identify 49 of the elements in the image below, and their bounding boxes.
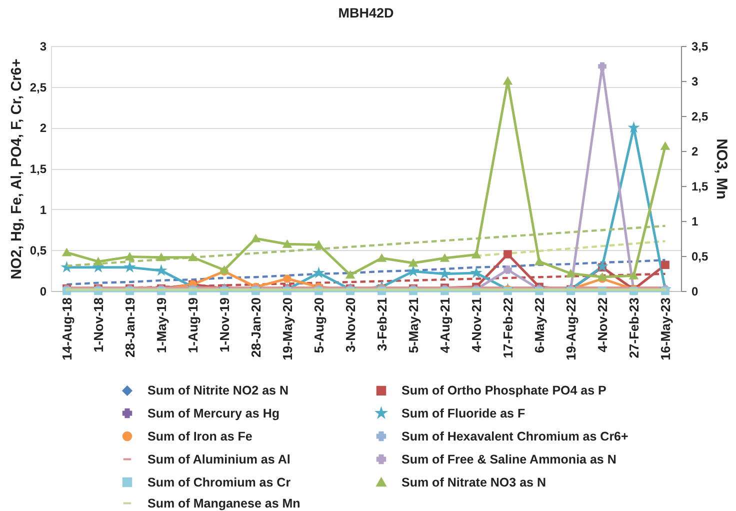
chart-title: MBH42D (338, 6, 394, 20)
x-tick-label: 4-Nov-21 (468, 298, 484, 352)
y2-tick-label: 1,5 (692, 180, 709, 194)
legend-label: Sum of Nitrite NO2 as N (148, 384, 288, 398)
y2-tick-label: 0,5 (692, 250, 709, 264)
x-tick-label: 6-May-22 (532, 298, 547, 354)
y-tick-label: 2 (40, 121, 47, 136)
x-tick-label: 16-May-23 (658, 298, 673, 360)
legend-label: Sum of Aluminium as Al (148, 452, 290, 466)
legend-label: Sum of Mercury as Hg (148, 406, 280, 420)
legend-label: Sum of Free & Saline Ammonia as N (402, 452, 616, 466)
x-tick-label: 19-May-20 (280, 298, 295, 360)
legend-label: Sum of Hexavalent Chromium as Cr6+ (402, 429, 628, 444)
legend-label: Sum of Ortho Phosphate PO4 as P (402, 384, 606, 398)
legend-label: Sum of Chromium as Cr (148, 475, 291, 490)
x-tick-label: 3-Nov-20 (342, 298, 358, 352)
y-tick-label: 3 (40, 40, 47, 54)
x-tick-label: 28-Jan-19 (122, 298, 138, 358)
x-tick-label: 14-Aug-18 (59, 298, 74, 360)
y2-axis-title: NO3, Mn (713, 138, 730, 200)
y2-tick-label: 0 (692, 284, 698, 298)
y-tick-label: 1 (40, 202, 47, 217)
legend-label: Sum of Nitrate NO3 as N (402, 475, 546, 490)
x-tick-label: 1-Nov-18 (90, 298, 106, 352)
y-axis-title: NO2, Hg, Fe, Al, PO4, F, Cr, Cr6+ (8, 58, 25, 280)
x-tick-label: 17-Feb-22 (500, 298, 516, 358)
x-tick-label: 1-May-19 (154, 298, 169, 354)
y2-tick-label: 2,5 (692, 110, 709, 124)
legend-label: Sum of Fluoride as F (402, 406, 526, 420)
y-tick-label: 2,5 (30, 80, 47, 94)
legend-label: Sum of Iron as Fe (148, 429, 252, 444)
x-tick-label: 4-Aug-21 (437, 298, 452, 354)
y2-tick-label: 1 (692, 214, 698, 228)
y2-tick-label: 2 (692, 144, 698, 158)
legend-label: Sum of Manganese as Mn (148, 496, 300, 510)
x-tick-label: 28-Jan-20 (248, 298, 264, 358)
x-tick-label: 19-Aug-22 (563, 298, 578, 360)
y-tick-label: 0 (40, 284, 47, 298)
x-tick-label: 1-Aug-19 (185, 298, 200, 354)
x-tick-label: 27-Feb-23 (626, 298, 642, 358)
x-tick-label: 4-Nov-22 (594, 298, 610, 352)
y2-tick-label: 3,5 (692, 40, 709, 54)
y2-tick-label: 3 (692, 74, 698, 88)
y-tick-label: 1,5 (30, 162, 47, 176)
x-tick-label: 1-Nov-19 (216, 298, 232, 352)
y-tick-label: 0,5 (30, 244, 47, 258)
x-tick-label: 5-May-21 (406, 298, 421, 354)
x-tick-label: 3-Feb-21 (374, 298, 390, 351)
x-tick-label: 5-Aug-20 (311, 298, 326, 354)
